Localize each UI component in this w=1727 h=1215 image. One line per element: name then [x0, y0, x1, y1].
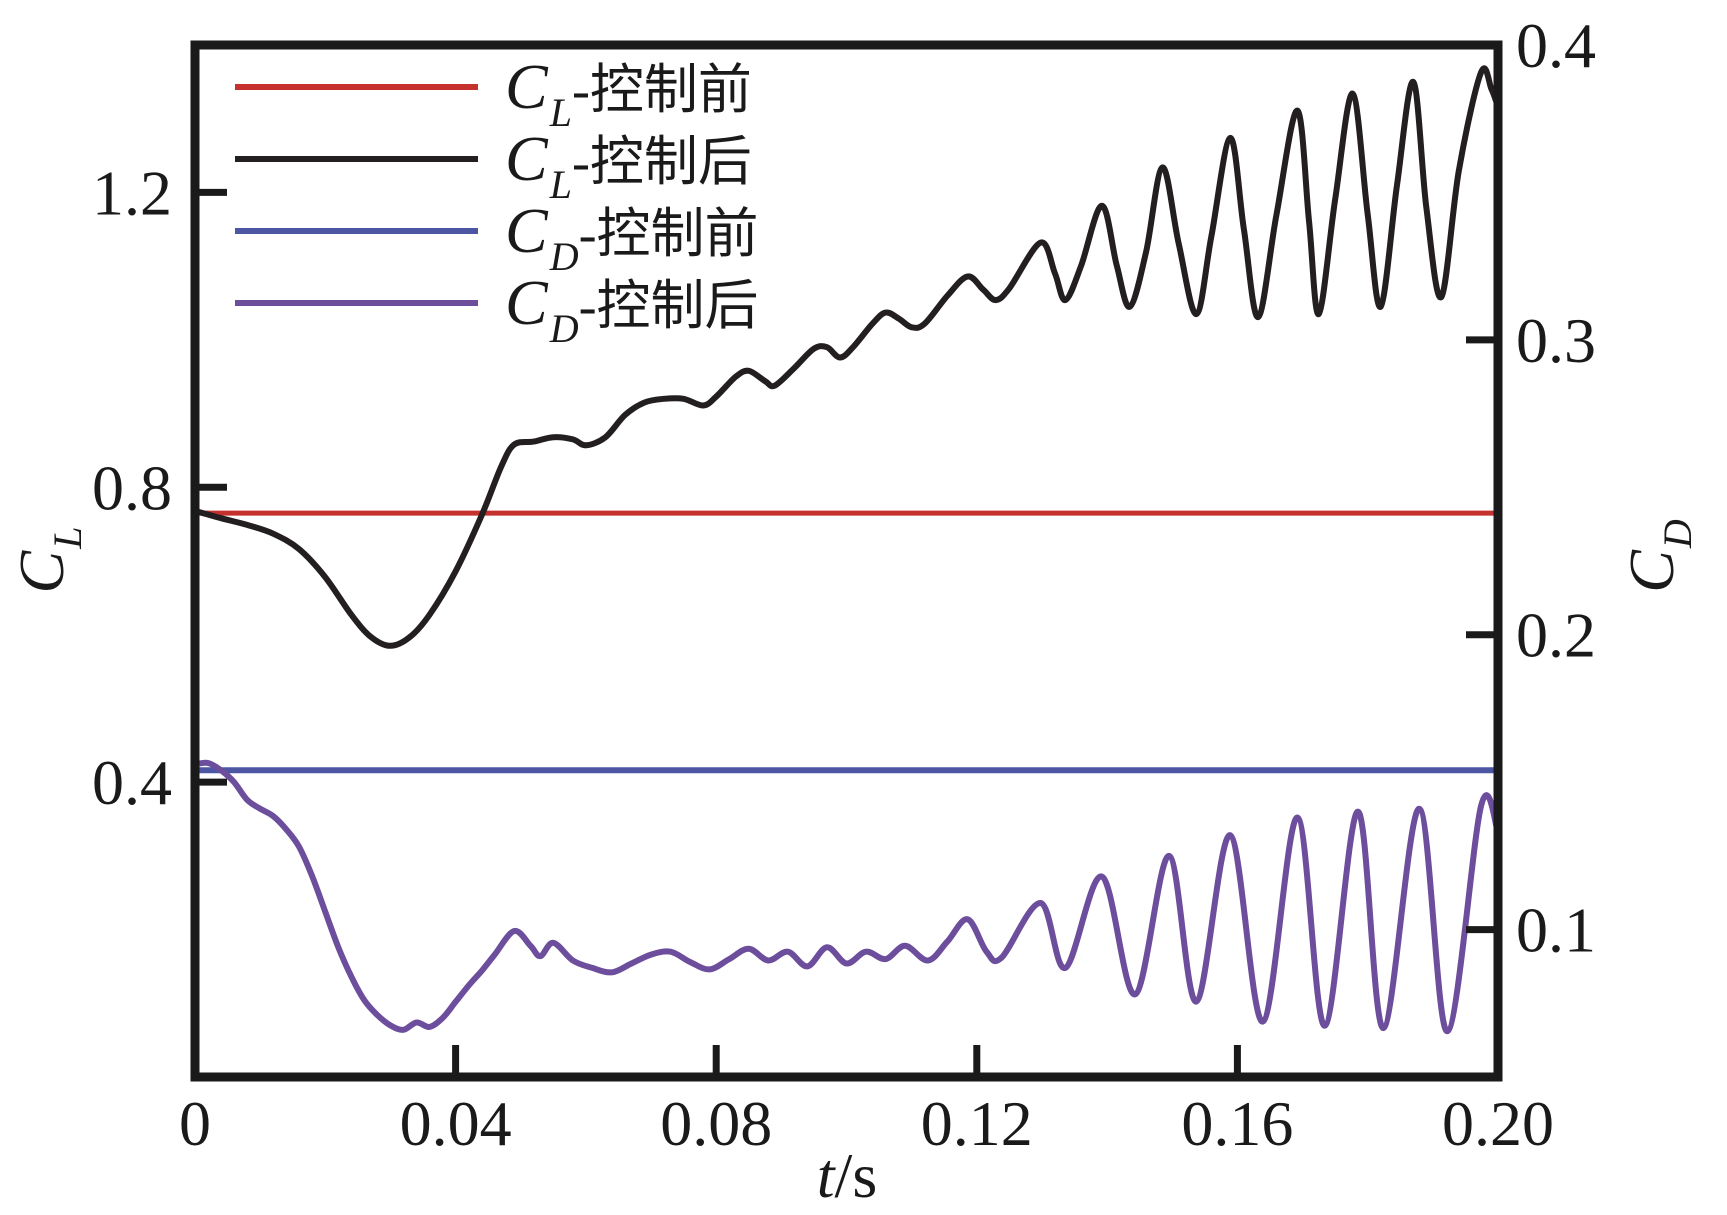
x-tick-label-0.16: 0.16	[1181, 1088, 1293, 1159]
legend-subscript: D	[549, 306, 579, 351]
x-tick-label-0: 0	[179, 1088, 211, 1159]
legend-text: -控制前	[578, 204, 759, 264]
legend-text: -控制后	[578, 276, 759, 336]
curve-cd-after	[192, 759, 1501, 1035]
x-axis-unit: /s	[834, 1140, 878, 1211]
legend-subscript: L	[549, 162, 572, 207]
x-tick-label-0.20: 0.20	[1442, 1088, 1554, 1159]
plot-frame	[190, 40, 1503, 1082]
legend-symbol: C	[505, 267, 548, 338]
right-tick-label-0.3: 0.3	[1516, 305, 1596, 376]
right-axis-subscript: D	[1655, 519, 1700, 549]
curve-cl-after	[192, 65, 1501, 649]
left-axis-title: CL	[6, 527, 90, 594]
legend-line-blue	[235, 228, 478, 234]
legend-item-cd-after: C D -控制后	[235, 267, 759, 349]
x-tick-label-0.12: 0.12	[921, 1088, 1033, 1159]
legend-label: C L -控制后	[505, 123, 752, 205]
x-axis-title: t/s	[817, 1144, 877, 1208]
legend-text: -控制前	[571, 60, 752, 120]
legend-subscript: L	[549, 90, 572, 135]
right-tick-label-0.4: 0.4	[1516, 10, 1596, 81]
legend-item-cl-before: C L -控制前	[235, 51, 759, 133]
legend-symbol: C	[505, 123, 548, 194]
left-axis-symbol: C	[6, 550, 77, 594]
legend-line-black	[235, 156, 478, 162]
x-tick-label-0.08: 0.08	[660, 1088, 772, 1159]
x-tick-label-0.04: 0.04	[400, 1088, 512, 1159]
right-tick-label-0.1: 0.1	[1516, 895, 1596, 966]
legend-line-purple	[235, 300, 478, 306]
left-tick-label-0.8: 0.8	[92, 452, 172, 523]
left-axis-subscript: L	[45, 526, 90, 549]
legend-label: C D -控制前	[505, 195, 759, 277]
legend-line-red	[235, 84, 478, 90]
legend-symbol: C	[505, 195, 548, 266]
right-tick-label-0.2: 0.2	[1516, 600, 1596, 671]
x-axis-symbol: t	[816, 1140, 835, 1211]
right-axis-title: CD	[1616, 519, 1700, 593]
left-tick-label-0.4: 0.4	[92, 747, 172, 818]
legend-item-cd-before: C D -控制前	[235, 195, 759, 277]
legend-label: C D -控制后	[505, 267, 759, 349]
right-axis-symbol: C	[1616, 550, 1687, 593]
legend-text: -控制后	[571, 132, 752, 192]
legend-symbol: C	[505, 51, 548, 122]
legend-label: C L -控制前	[505, 51, 752, 133]
left-tick-label-1.2: 1.2	[92, 157, 172, 228]
legend-item-cl-after: C L -控制后	[235, 123, 759, 205]
legend: C L -控制前 C L -控制后 C D -控制前 C D -控制后	[235, 51, 759, 349]
legend-subscript: D	[549, 234, 579, 279]
